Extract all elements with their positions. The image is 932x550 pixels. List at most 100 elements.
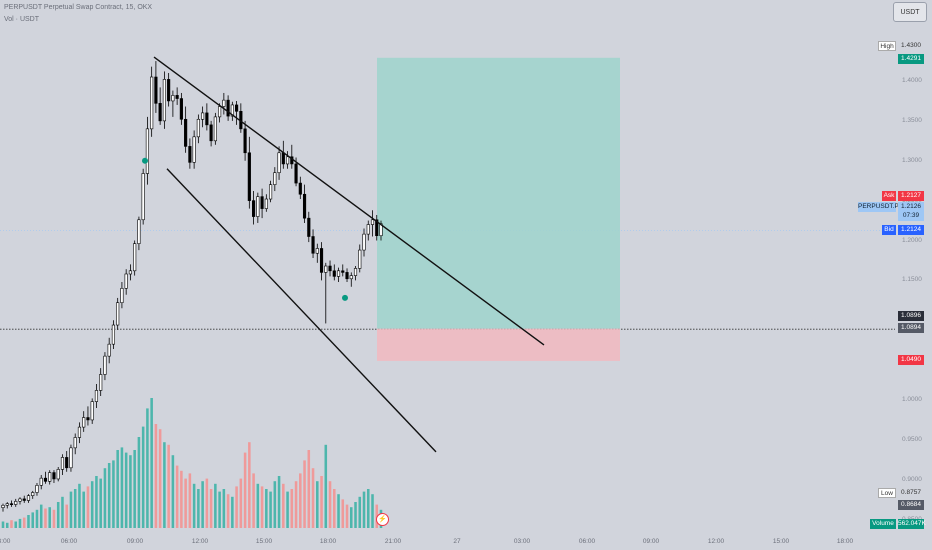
volume-bar <box>184 478 187 528</box>
low-value: 0.8757 <box>901 489 921 496</box>
candle-body <box>179 98 183 120</box>
candle-body <box>213 116 217 142</box>
volume-bar <box>73 489 77 528</box>
candle-body <box>184 118 188 147</box>
volume-bar <box>129 455 132 528</box>
candle-body <box>362 233 366 251</box>
symbol-title[interactable]: PERPUSDT Perpetual Swap Contract, 15, OK… <box>4 4 153 11</box>
channel-upper-line <box>153 56 545 346</box>
volume-bar <box>366 489 370 528</box>
volume-bar <box>260 486 264 528</box>
signal-dot <box>142 157 148 164</box>
volume-bar <box>265 489 268 528</box>
candle-body <box>324 265 328 273</box>
volume-bar <box>14 521 18 528</box>
volume-bar <box>154 424 158 528</box>
candle-body <box>370 219 375 225</box>
candle-body <box>35 485 39 493</box>
candle-body <box>311 236 315 254</box>
candle-body <box>43 477 48 482</box>
volume-bar <box>61 496 64 528</box>
volume-bar <box>133 450 136 528</box>
volume-bar <box>362 491 366 528</box>
candle-body <box>124 273 128 289</box>
candle-body <box>319 248 324 273</box>
volume-bar <box>218 491 221 528</box>
volume-bar <box>328 481 332 528</box>
time-tick-label: 18:00 <box>836 538 854 545</box>
price-tick-label: 1.0000 <box>902 396 922 403</box>
volume-bar <box>316 481 319 528</box>
time-tick-label: 18:00 <box>319 538 337 545</box>
volume-bar <box>243 452 247 528</box>
bar-countdown: 07:39 <box>898 211 924 221</box>
volume-bar <box>286 491 289 528</box>
volume-bar <box>56 502 60 528</box>
volume-bar <box>324 444 328 528</box>
candle-body <box>281 152 285 165</box>
volume-bar <box>39 504 43 528</box>
candle-body <box>69 447 73 469</box>
target-zone <box>377 57 620 329</box>
candle-body <box>14 500 18 505</box>
candle-body <box>150 76 154 130</box>
volume-bar <box>303 460 306 528</box>
currency-button[interactable]: USDT <box>893 2 927 22</box>
volume-bar <box>18 518 22 528</box>
volume-bar <box>349 507 353 528</box>
candle-body <box>175 95 179 99</box>
volume-bar <box>294 481 298 528</box>
volume-bar <box>95 476 98 528</box>
price-tick-label: 1.2000 <box>902 236 922 244</box>
candle-body <box>188 146 192 163</box>
volume-bar <box>137 437 141 528</box>
candle-body <box>375 219 379 237</box>
volume-bar <box>99 478 102 528</box>
time-tick-label: 27 <box>453 538 461 545</box>
price-tick-label: 1.3500 <box>902 116 922 124</box>
price-tick-label: 0.9500 <box>902 435 922 443</box>
volume-bar <box>231 496 234 528</box>
candle-body <box>26 495 31 501</box>
volume-bar <box>197 489 200 528</box>
volume-bar <box>52 509 56 528</box>
candle-body <box>128 270 132 275</box>
candle-body <box>111 324 116 345</box>
candle-body <box>243 128 247 154</box>
volume-bar <box>146 408 149 528</box>
volume-bar <box>371 494 374 528</box>
candle-body <box>192 136 196 163</box>
candle-body <box>65 457 69 469</box>
volume-bar <box>320 476 323 528</box>
time-tick-label: 06:00 <box>578 538 596 545</box>
volume-bar <box>78 483 81 528</box>
price-tick-label: 1.4000 <box>902 77 922 84</box>
volume-indicator-title[interactable]: Vol · USDT <box>4 16 40 23</box>
volume-bar <box>120 447 124 528</box>
volume-bar <box>269 491 272 528</box>
volume-bar <box>311 468 315 528</box>
time-tick-label: 12:00 <box>707 538 725 545</box>
candle-body <box>196 118 200 138</box>
entry-price-tag: 1.0896 <box>898 311 924 321</box>
candle-body <box>137 219 141 244</box>
lightning-icon[interactable]: ⚡ <box>376 513 389 526</box>
time-tick-label: 15:00 <box>255 538 273 545</box>
bid-label: Bid <box>882 225 896 235</box>
low-price-tag: 0.8684 <box>898 500 924 510</box>
candle-body <box>235 104 239 112</box>
time-tick-label: 06:00 <box>60 538 78 545</box>
candle-body <box>349 275 353 280</box>
trend-channel <box>153 56 545 453</box>
volume-bar <box>235 486 238 528</box>
volume-bar <box>277 476 281 528</box>
candle-body <box>358 249 362 269</box>
candle-body <box>158 103 162 122</box>
volume-bar <box>141 426 145 528</box>
candle-body <box>86 417 90 421</box>
candle-body <box>94 390 99 402</box>
volume-bars <box>1 398 383 528</box>
channel-lower-line <box>166 168 437 453</box>
candle-body <box>52 472 56 480</box>
